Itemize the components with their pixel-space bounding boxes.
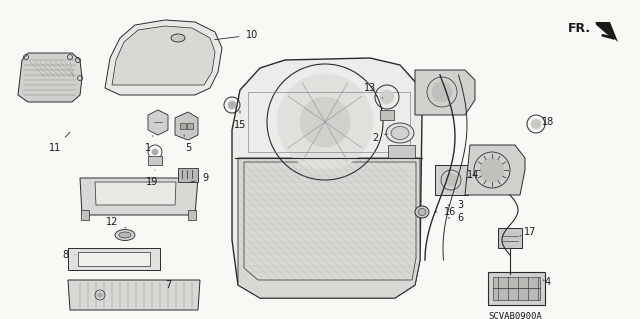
Polygon shape <box>498 228 522 248</box>
Text: 4: 4 <box>543 277 551 287</box>
Text: 3: 3 <box>448 200 463 210</box>
Polygon shape <box>232 58 422 298</box>
Bar <box>180 123 186 129</box>
Polygon shape <box>388 145 415 158</box>
Text: 11: 11 <box>49 132 70 153</box>
Polygon shape <box>148 156 162 165</box>
Text: 17: 17 <box>520 227 536 237</box>
Circle shape <box>277 74 373 170</box>
Polygon shape <box>78 252 150 266</box>
Polygon shape <box>595 22 618 42</box>
Circle shape <box>228 101 236 109</box>
Text: SCVAB0900A: SCVAB0900A <box>488 312 541 319</box>
Text: 9: 9 <box>191 173 208 183</box>
Polygon shape <box>68 280 200 310</box>
Polygon shape <box>415 70 475 115</box>
Circle shape <box>97 293 102 298</box>
Text: 19: 19 <box>146 170 158 187</box>
Polygon shape <box>435 165 468 195</box>
Text: 12: 12 <box>106 217 126 228</box>
Circle shape <box>480 158 504 182</box>
Polygon shape <box>68 248 160 270</box>
Text: 10: 10 <box>215 30 258 40</box>
Bar <box>187 123 193 129</box>
Polygon shape <box>81 210 89 220</box>
Polygon shape <box>488 272 545 305</box>
Polygon shape <box>18 53 82 102</box>
Text: 15: 15 <box>234 111 246 130</box>
Circle shape <box>300 97 350 147</box>
Text: 1: 1 <box>145 136 153 153</box>
Circle shape <box>445 174 457 186</box>
Ellipse shape <box>386 123 414 143</box>
Polygon shape <box>80 178 198 215</box>
Ellipse shape <box>418 209 426 216</box>
Polygon shape <box>380 110 394 120</box>
Text: 14: 14 <box>467 170 479 180</box>
Polygon shape <box>175 112 198 140</box>
Ellipse shape <box>415 206 429 218</box>
Polygon shape <box>493 277 540 300</box>
Circle shape <box>531 119 541 129</box>
Circle shape <box>432 82 452 102</box>
Text: 18: 18 <box>542 117 554 127</box>
Text: 13: 13 <box>364 83 383 98</box>
Polygon shape <box>105 20 222 95</box>
Polygon shape <box>148 110 168 135</box>
Polygon shape <box>188 210 196 220</box>
Ellipse shape <box>115 229 135 241</box>
Polygon shape <box>95 182 176 205</box>
Text: 7: 7 <box>165 280 171 290</box>
Text: 6: 6 <box>448 213 463 223</box>
Ellipse shape <box>391 127 409 139</box>
Circle shape <box>380 90 394 104</box>
Text: 8: 8 <box>62 250 76 260</box>
Text: FR.: FR. <box>568 21 591 34</box>
Text: 16: 16 <box>435 207 456 217</box>
Polygon shape <box>238 158 420 298</box>
Ellipse shape <box>119 232 131 238</box>
Polygon shape <box>178 168 198 182</box>
Polygon shape <box>465 145 525 195</box>
Ellipse shape <box>171 34 185 42</box>
Text: 5: 5 <box>184 135 191 153</box>
Polygon shape <box>112 26 215 85</box>
Text: 2: 2 <box>372 133 387 143</box>
Circle shape <box>152 149 158 155</box>
